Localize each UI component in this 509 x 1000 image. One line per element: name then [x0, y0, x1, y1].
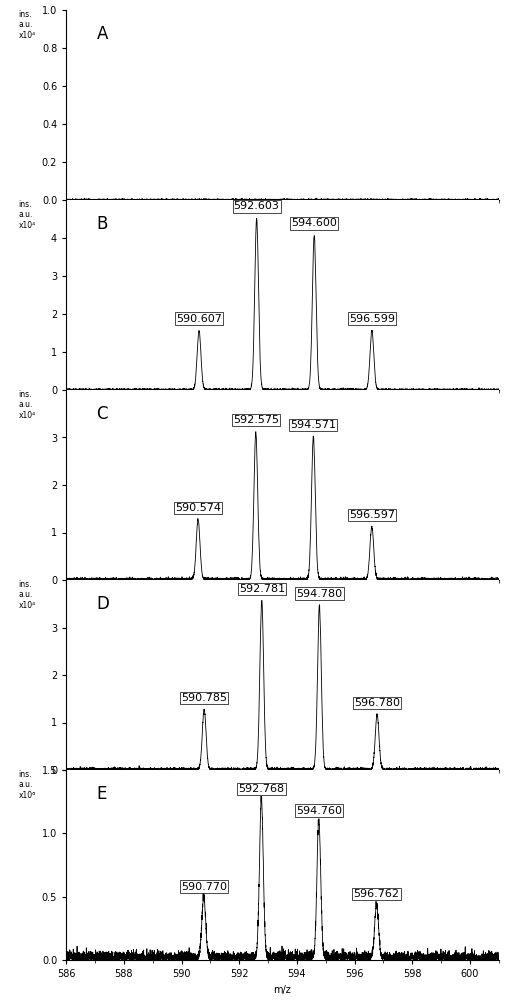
Text: 590.770: 590.770	[181, 882, 227, 892]
Text: 596.762: 596.762	[354, 889, 400, 899]
Text: E: E	[96, 785, 107, 803]
Text: 594.571: 594.571	[291, 420, 336, 430]
Text: A: A	[96, 25, 108, 43]
Text: 590.607: 590.607	[176, 314, 222, 324]
X-axis label: m/z: m/z	[274, 985, 291, 995]
Text: ins.
a.u.
x10⁴: ins. a.u. x10⁴	[19, 580, 36, 610]
Text: ins.
a.u.
x10⁴: ins. a.u. x10⁴	[19, 390, 36, 420]
Text: 594.760: 594.760	[296, 806, 342, 816]
Text: 592.575: 592.575	[233, 415, 279, 425]
Text: C: C	[96, 405, 108, 423]
Text: ins.
a.u.
x10⁴: ins. a.u. x10⁴	[19, 10, 36, 40]
Text: ins.
a.u.
x10⁴: ins. a.u. x10⁴	[19, 200, 36, 230]
Text: 592.781: 592.781	[239, 584, 285, 594]
Text: 594.780: 594.780	[296, 589, 343, 599]
Text: ins.
a.u.
x10⁶: ins. a.u. x10⁶	[19, 770, 36, 800]
Text: 596.599: 596.599	[349, 314, 395, 324]
Text: 592.768: 592.768	[238, 784, 285, 794]
Text: 596.780: 596.780	[354, 698, 400, 708]
Text: 590.574: 590.574	[175, 503, 221, 513]
Text: 590.785: 590.785	[181, 693, 227, 703]
Text: B: B	[96, 215, 108, 233]
Text: 594.600: 594.600	[291, 219, 337, 229]
Text: 592.603: 592.603	[234, 201, 279, 211]
Text: D: D	[96, 595, 109, 613]
Text: 596.597: 596.597	[349, 510, 395, 520]
